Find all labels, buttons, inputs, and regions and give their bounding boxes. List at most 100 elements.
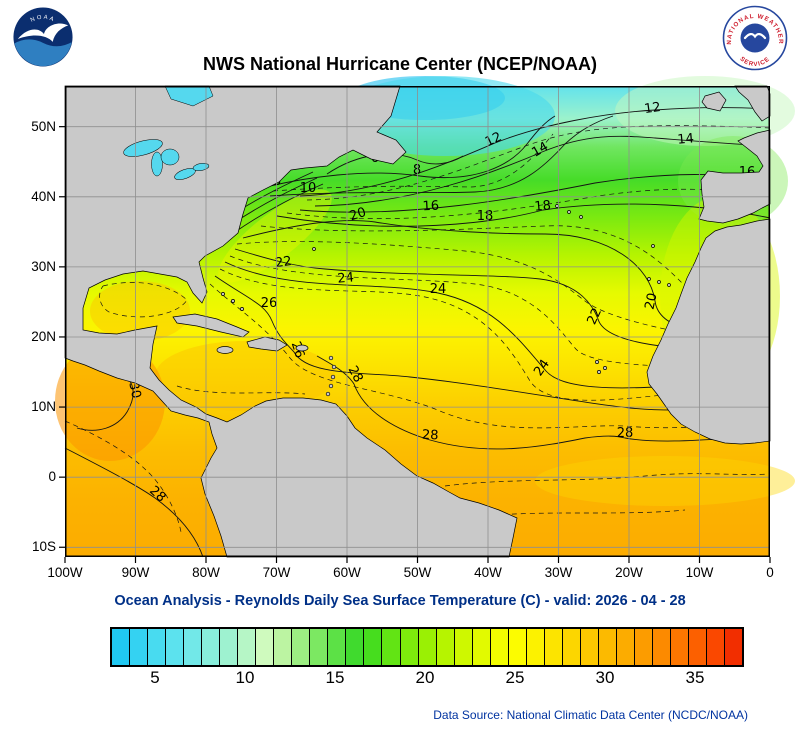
colorbar-cell [508, 629, 527, 665]
colorbar-cell [382, 629, 401, 665]
canary-island [647, 277, 651, 281]
lon-tick-label: 90W [121, 565, 150, 580]
noaa-logo: NOAA [12, 6, 74, 73]
contour-label: 28 [345, 364, 366, 386]
africa-landmass [646, 218, 771, 445]
lake-superior [123, 139, 163, 157]
colorbar-cell [184, 629, 203, 665]
bahamas-island [231, 299, 235, 303]
colorbar-tick-label: 15 [325, 668, 345, 687]
contour-label: 16 [422, 199, 439, 215]
hispaniola-island [246, 336, 288, 352]
colorbar-cell [220, 629, 239, 665]
lat-tick-label: 20N [31, 328, 56, 344]
colorbar-cell [400, 629, 419, 665]
contour-label: 28 [422, 428, 439, 444]
contour-label: 10 [300, 181, 317, 196]
azores-island [579, 215, 583, 219]
cape-verde-island [595, 360, 599, 364]
colorbar-cell [454, 629, 473, 665]
lon-tick-label: 40W [474, 565, 502, 580]
bahamas-island [221, 292, 225, 296]
colorbar-tick-label: 25 [505, 668, 525, 687]
colorbar-cell [562, 629, 581, 665]
cape-verde-island [603, 366, 607, 370]
contour-label: 22 [585, 306, 606, 327]
bermuda-island [312, 247, 316, 251]
madeira-island [651, 244, 655, 248]
colorbar-cell [670, 629, 689, 665]
colorbar-cell [130, 629, 149, 665]
noaa-seal-icon: NOAA [13, 7, 73, 67]
bahamas-island [240, 307, 244, 311]
lon-tick-label: 80W [192, 565, 220, 580]
iberia-france-landmass [698, 129, 771, 224]
colorbar-cell [418, 629, 437, 665]
lat-tick-label: 30N [31, 258, 56, 274]
colorbar-cell [202, 629, 221, 665]
contour-label: 20 [348, 205, 368, 224]
azores-island [567, 210, 571, 214]
colorbar-tick-label: 20 [415, 668, 435, 687]
lesser-antilles-island [331, 364, 337, 370]
lon-tick-label: 0 [766, 565, 774, 580]
contour-label: 24 [430, 282, 447, 297]
noaa-sea-shape [13, 39, 73, 67]
colorbar-tick-label: 5 [150, 668, 160, 687]
contour-label: 18 [534, 198, 552, 214]
contour-label: 30 [125, 381, 143, 400]
lesser-antilles-island [328, 383, 334, 389]
lat-tick-label: 0 [48, 469, 56, 485]
caption: Ocean Analysis - Reynolds Daily Sea Surf… [114, 593, 686, 609]
lon-tick-label: 100W [47, 565, 83, 580]
lon-tick-label: 50W [403, 565, 432, 580]
graticule [65, 86, 770, 557]
contour-label: 14 [677, 131, 695, 147]
colorbar-cell [725, 629, 743, 665]
lon-tick-label: 60W [333, 565, 361, 580]
lake-ontario [192, 163, 210, 171]
noaa-gull-icon [17, 23, 69, 42]
lat-tick-label: 10N [31, 399, 56, 415]
lon-tick-label: 30W [544, 565, 573, 580]
colorbar-cell [472, 629, 491, 665]
lat-tick-label: 50N [31, 118, 56, 134]
sst-analysis-map: 6881012121414161618182020222224242426262… [55, 76, 795, 563]
contour-label: 12 [643, 100, 661, 117]
cape-verde-island [597, 370, 601, 374]
contour-label: 26 [261, 296, 278, 311]
colorbar-cell [634, 629, 653, 665]
puerto-rico-island [295, 344, 309, 352]
colorbar-cell [112, 629, 131, 665]
contour-label: 22 [274, 254, 292, 271]
colorbar-cell [310, 629, 329, 665]
colorbar-tick-label: 30 [595, 668, 615, 687]
colorbar-cell [689, 629, 708, 665]
colorbar-cell [436, 629, 455, 665]
contour-label: 14 [529, 139, 551, 160]
contour-label: 24 [337, 270, 355, 286]
colorbar-cell [544, 629, 563, 665]
lon-tick-label: 10W [685, 565, 714, 580]
nws-seal-icon: NATIONAL WEATHER SERVICE [722, 5, 788, 71]
colorbar-cell [490, 629, 509, 665]
colorbar-cell [364, 629, 383, 665]
colorbar-cell [598, 629, 617, 665]
colorbar-cell [580, 629, 599, 665]
lon-tick-label: 70W [262, 565, 291, 580]
lat-tick-label: 40N [31, 188, 56, 204]
contour-label: 20 [643, 292, 661, 311]
colorbar-cell [292, 629, 311, 665]
nws-gull-icon [743, 33, 767, 40]
colorbar-cell [346, 629, 365, 665]
canary-island [657, 280, 661, 284]
contour-label: 18 [477, 209, 494, 224]
colorbar-tick-label: 10 [235, 668, 255, 687]
colorbar-cell [328, 629, 347, 665]
axis-ticks [59, 126, 771, 563]
lesser-antilles-island [330, 374, 336, 380]
contour-label: 8 [413, 163, 421, 178]
map-frame [65, 86, 770, 557]
colorbar-cell [148, 629, 167, 665]
land-masses [64, 85, 771, 558]
